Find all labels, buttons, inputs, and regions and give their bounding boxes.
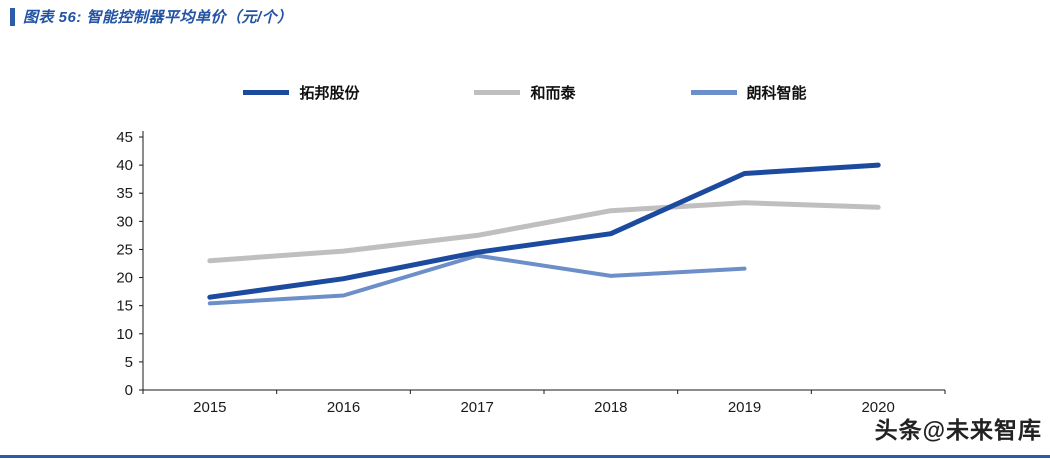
legend-label: 和而泰 bbox=[530, 85, 576, 102]
legend-item-1: 和而泰 bbox=[474, 82, 576, 103]
y-axis-label: 15 bbox=[116, 298, 133, 315]
title-accent-bar bbox=[10, 7, 15, 26]
watermark: 头条@未来智库 bbox=[874, 417, 1042, 443]
chart-canvas: 0 5 10 15 20 25 30 35 40 45 2015 2016 2017 2018 2019 20… bbox=[116, 129, 946, 416]
y-axis-label: 0 bbox=[125, 382, 133, 399]
y-axis-label: 10 bbox=[116, 326, 133, 343]
y-axis-label: 5 bbox=[125, 354, 133, 371]
legend-item-2: 朗科智能 bbox=[690, 82, 807, 103]
x-axis-label: 2018 bbox=[594, 399, 627, 416]
y-axis-label: 45 bbox=[116, 129, 133, 146]
legend-label: 朗科智能 bbox=[746, 85, 807, 102]
x-axis-label: 2020 bbox=[861, 399, 894, 416]
figure-title: 图表 56: 智能控制器平均单价（元/个） bbox=[23, 9, 293, 26]
legend-swatch bbox=[243, 90, 290, 95]
figure-header: 图表 56: 智能控制器平均单价（元/个） bbox=[10, 6, 293, 27]
x-axis-label: 2017 bbox=[460, 399, 493, 416]
y-axis-label: 20 bbox=[116, 270, 133, 287]
legend-item-0: 拓邦股份 bbox=[243, 82, 359, 103]
legend-label: 拓邦股份 bbox=[299, 85, 360, 102]
y-axis-label: 30 bbox=[116, 213, 133, 230]
chart-legend: 拓邦股份 和而泰 朗科智能 bbox=[0, 82, 1050, 103]
y-axis-label: 25 bbox=[116, 241, 133, 258]
legend-swatch bbox=[474, 90, 521, 95]
series-line-1 bbox=[207, 200, 881, 264]
line-chart: 0 5 10 15 20 25 30 35 40 45 2015 2016 2017 2018 2019 20… bbox=[95, 115, 965, 425]
legend-swatch bbox=[690, 90, 737, 95]
x-axis-label: 2019 bbox=[728, 399, 761, 416]
x-axis-label: 2016 bbox=[327, 399, 360, 416]
y-axis-label: 35 bbox=[116, 185, 133, 202]
footer-rule bbox=[0, 455, 1050, 458]
x-axis-label: 2015 bbox=[193, 399, 226, 416]
y-axis-label: 40 bbox=[116, 157, 133, 174]
series-line-2 bbox=[207, 253, 747, 306]
series-line-0 bbox=[207, 162, 881, 300]
